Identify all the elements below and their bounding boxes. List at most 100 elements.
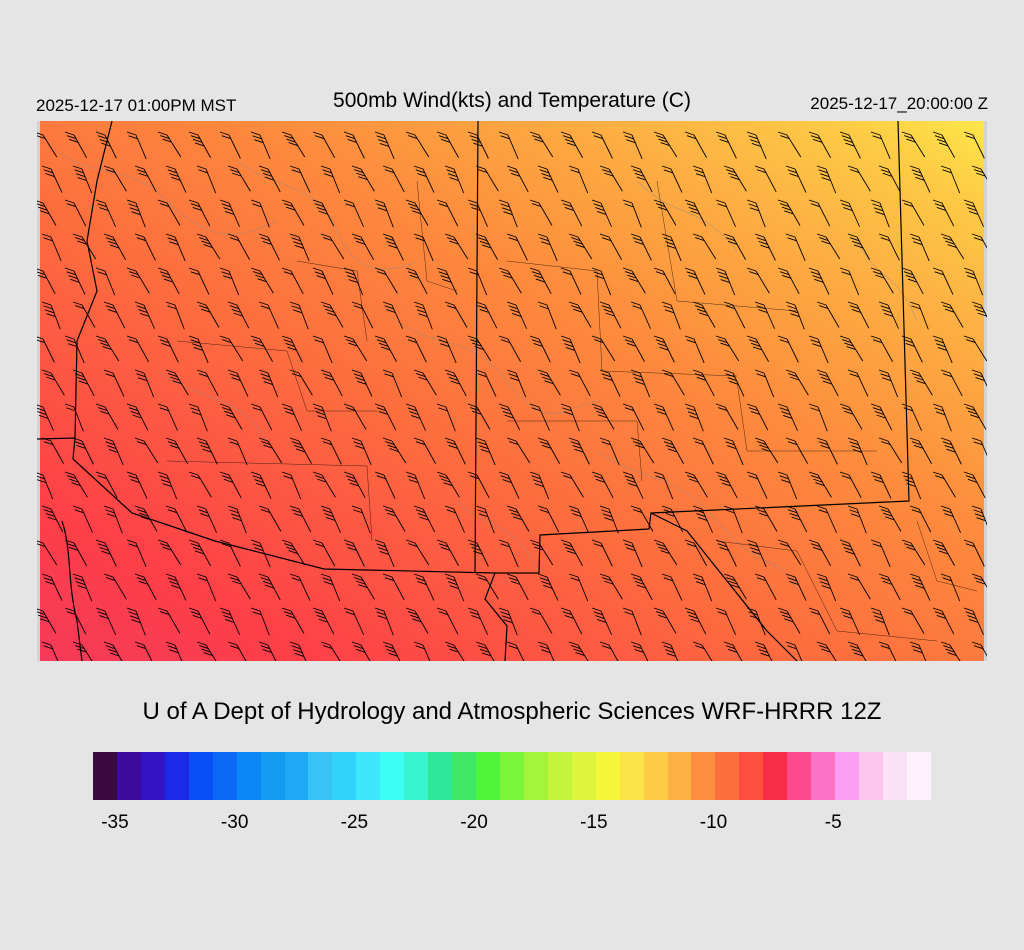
- barb-flag: [167, 441, 178, 446]
- barb-flag: [377, 207, 388, 212]
- wind-barb: [188, 607, 211, 635]
- barb-flag: [636, 584, 647, 589]
- barb-shaft: [267, 168, 281, 193]
- colorbar-tick: -25: [340, 812, 369, 833]
- barb-shaft: [949, 576, 961, 602]
- barb-flag: [77, 648, 87, 653]
- barb-flag: [222, 275, 233, 280]
- barb-flag: [410, 614, 420, 619]
- barb-flag: [358, 176, 368, 181]
- barb-flag: [137, 441, 147, 445]
- barb-flag: [688, 275, 698, 279]
- barb-shaft: [693, 474, 708, 498]
- barb-flag: [72, 301, 83, 306]
- barb-flag: [258, 505, 269, 510]
- barb-flag: [374, 403, 385, 408]
- barb-flag: [167, 169, 177, 174]
- barb-shaft: [267, 372, 279, 398]
- barb-flag: [975, 377, 985, 381]
- barb-shaft: [639, 440, 655, 464]
- wind-barb: [715, 267, 736, 296]
- barb-flag: [190, 543, 201, 548]
- barb-flag: [938, 142, 949, 147]
- barb-flag: [37, 339, 45, 344]
- barb-flag: [198, 373, 209, 378]
- wind-barb: [932, 131, 955, 158]
- barb-flag: [901, 131, 912, 136]
- wind-barb: [723, 165, 747, 192]
- barb-shaft: [321, 542, 335, 566]
- wind-barb: [320, 437, 342, 465]
- barb-flag: [351, 437, 362, 442]
- barb-flag: [601, 237, 612, 242]
- wind-barb: [95, 607, 116, 635]
- barb-flag: [717, 611, 727, 616]
- barb-flag: [839, 131, 850, 136]
- barb-shaft: [879, 542, 891, 568]
- barb-flag: [697, 308, 707, 313]
- barb-shaft: [941, 202, 955, 227]
- barb-shaft: [569, 474, 584, 498]
- barb-flag: [725, 509, 735, 514]
- barb-flag: [139, 312, 150, 317]
- barb-flag: [477, 509, 487, 514]
- wind-barb: [436, 539, 459, 566]
- wind-barb: [103, 165, 127, 192]
- barb-flag: [408, 135, 418, 139]
- barb-flag: [909, 641, 920, 646]
- barb-flag: [438, 407, 448, 412]
- barb-flag: [847, 505, 858, 510]
- barb-flag: [37, 543, 46, 547]
- wind-barb: [343, 131, 365, 159]
- barb-shaft: [383, 134, 395, 160]
- barb-flag: [940, 573, 951, 578]
- barb-shaft: [515, 236, 528, 261]
- barb-shaft: [631, 134, 643, 160]
- barb-flag: [875, 211, 885, 216]
- wind-barb: [661, 165, 683, 193]
- barb-shaft: [600, 202, 612, 227]
- barb-flag: [322, 509, 332, 514]
- barb-flag: [165, 505, 176, 510]
- barb-shaft: [639, 644, 649, 661]
- barb-flag: [816, 301, 827, 306]
- barb-flag: [661, 369, 672, 374]
- wind-barb: [529, 607, 553, 634]
- barb-shaft: [42, 542, 58, 566]
- barb-flag: [37, 274, 48, 279]
- barb-flag: [717, 135, 727, 140]
- barb-flag: [843, 207, 853, 212]
- barb-flag: [660, 142, 670, 147]
- barb-shaft: [174, 440, 188, 464]
- barb-flag: [410, 206, 420, 211]
- barb-flag: [529, 267, 540, 272]
- barb-flag: [963, 335, 974, 340]
- colorbar-swatch: [571, 752, 596, 800]
- barb-flag: [936, 614, 946, 619]
- barb-flag: [447, 645, 457, 649]
- barb-flag: [878, 505, 889, 510]
- wind-barb: [351, 505, 371, 534]
- county-line: [736, 380, 877, 452]
- wind-barb: [909, 437, 932, 464]
- wind-barb: [498, 539, 519, 568]
- barb-shaft: [166, 270, 180, 295]
- barb-flag: [504, 414, 514, 419]
- wind-barb: [971, 573, 987, 588]
- barb-flag: [756, 509, 767, 514]
- barb-flag: [103, 369, 114, 374]
- wind-barb: [754, 505, 778, 532]
- barb-flag: [746, 403, 757, 408]
- barb-flag: [593, 611, 603, 616]
- wind-barb: [870, 539, 891, 568]
- barb-flag: [934, 203, 945, 208]
- barb-shaft: [546, 508, 560, 533]
- barb-shaft: [112, 236, 126, 260]
- colorbar-swatch: [739, 752, 764, 800]
- barb-flag: [725, 645, 736, 650]
- barb-shaft: [538, 406, 550, 431]
- barb-flag: [531, 339, 541, 344]
- wind-barb: [537, 573, 559, 601]
- wind-barb: [103, 233, 126, 260]
- barb-shaft: [290, 134, 306, 158]
